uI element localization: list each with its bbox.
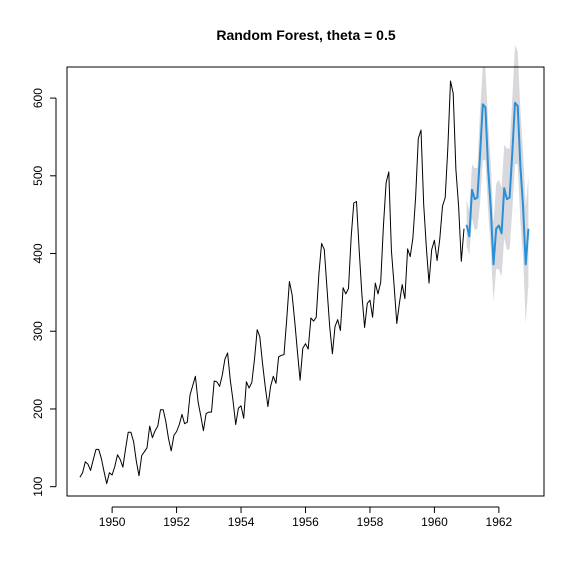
- confidence-band: [466, 45, 529, 324]
- plot-frame: [66, 66, 545, 497]
- y-axis: 100 200 300 400 500 600: [31, 88, 57, 497]
- chart-title: Random Forest, theta = 0.5: [216, 27, 396, 43]
- y-tick-label: 500: [31, 165, 45, 185]
- y-tick-label: 600: [31, 88, 45, 108]
- forecast-line: [465, 101, 530, 266]
- x-tick-label: 1952: [163, 515, 190, 529]
- x-tick-label: 1950: [99, 515, 126, 529]
- y-tick-label: 400: [31, 243, 45, 263]
- x-axis: 1950 1952 1954 1956 1958 1960 1962: [99, 506, 513, 529]
- x-tick-label: 1954: [228, 515, 255, 529]
- x-tick-label: 1960: [421, 515, 448, 529]
- y-tick-label: 100: [31, 476, 45, 496]
- x-tick-label: 1962: [486, 515, 513, 529]
- forecast-interval-band: [466, 45, 529, 324]
- x-tick-label: 1956: [292, 515, 319, 529]
- y-tick-label: 300: [31, 321, 45, 341]
- x-tick-label: 1958: [357, 515, 384, 529]
- series-lines: [79, 80, 530, 485]
- history-line: [79, 80, 465, 485]
- y-tick-label: 200: [31, 399, 45, 419]
